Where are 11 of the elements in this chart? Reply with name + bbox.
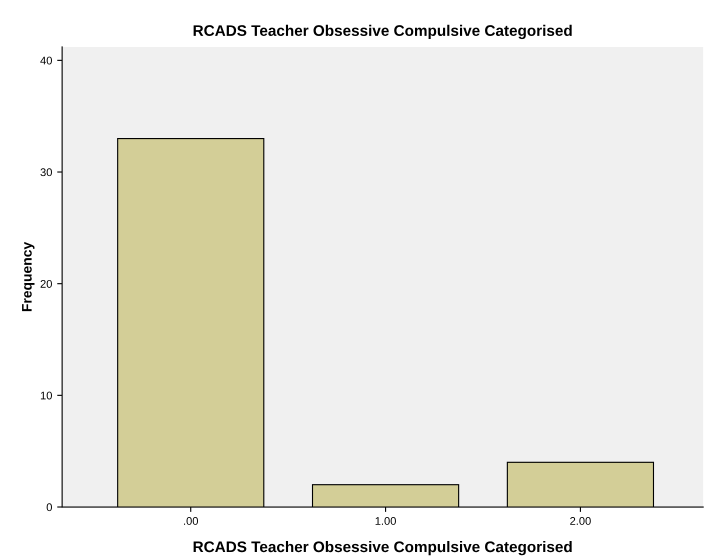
y-tick-label: 40: [40, 56, 52, 64]
y-tick-label: 30: [40, 168, 52, 176]
y-tick-label: 20: [40, 280, 52, 288]
y-axis-title: Frequency: [22, 242, 34, 312]
x-tick-label: 1.00: [376, 517, 396, 525]
chart-title: RCADS Teacher Obsessive Compulsive Categorised: [194, 24, 572, 40]
x-tick-label: .00: [184, 517, 198, 525]
y-tick-label: 10: [40, 392, 52, 400]
x-axis-title: RCADS Teacher Obsessive Compulsive Categorised: [194, 540, 572, 556]
x-tick-label: 2.00: [570, 517, 591, 525]
y-tick-label: 0: [46, 503, 52, 512]
